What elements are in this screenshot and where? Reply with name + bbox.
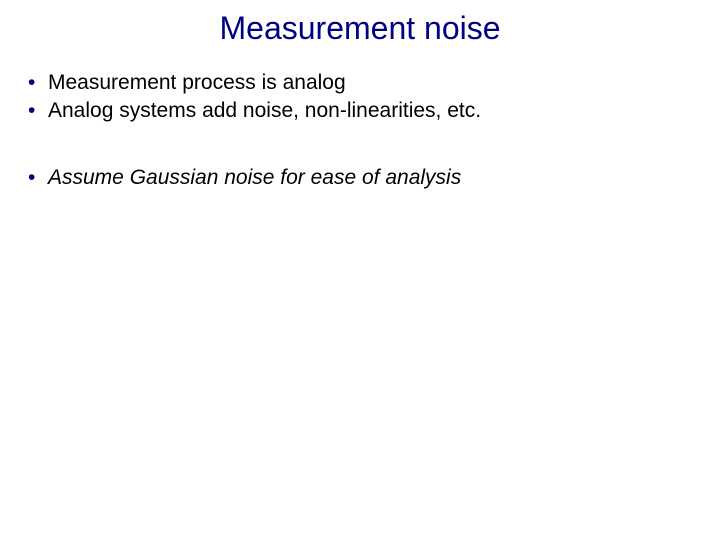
bullet-group-2: Assume Gaussian noise for ease of analys… [28, 164, 692, 192]
bullet-item: Analog systems add noise, non-linearitie… [28, 97, 692, 125]
bullet-item: Measurement process is analog [28, 69, 692, 97]
bullet-text: Measurement process is analog [48, 71, 346, 94]
slide-title: Measurement noise [0, 0, 720, 47]
bullet-text: Analog systems add noise, non-linearitie… [48, 99, 481, 122]
bullet-item: Assume Gaussian noise for ease of analys… [28, 164, 692, 192]
slide-container: Measurement noise Measurement process is… [0, 0, 720, 540]
slide-body: Measurement process is analog Analog syst… [0, 69, 720, 192]
bullet-text: Assume Gaussian noise for ease of analys… [48, 166, 461, 189]
bullet-group-1: Measurement process is analog Analog syst… [28, 69, 692, 126]
